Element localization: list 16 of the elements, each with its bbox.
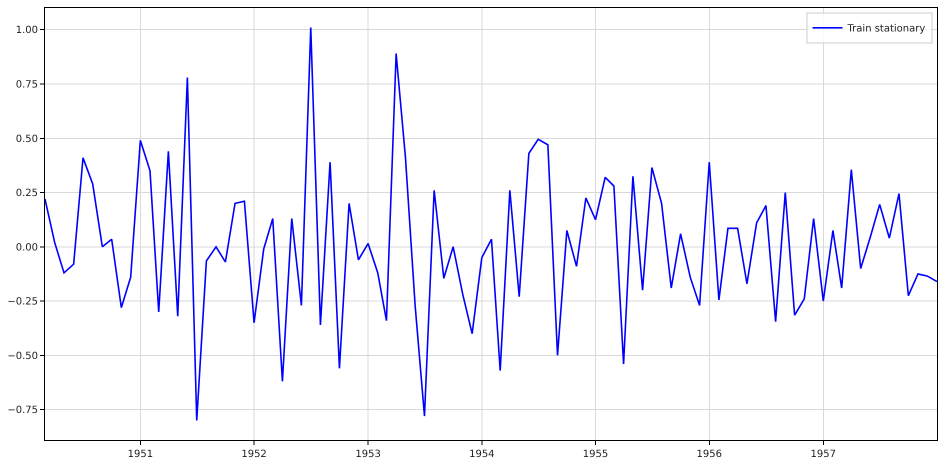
y-tick-label: 0.00 [16,242,38,254]
y-tick-label: 0.25 [16,188,38,200]
y-tick-label: −0.75 [7,405,38,416]
y-tick-label: 1.00 [16,25,38,36]
y-tick-label: 0.75 [16,79,38,90]
y-tick-label: −0.50 [7,350,38,362]
y-tick-label: −0.25 [7,296,38,308]
x-tick-label: 1955 [582,449,608,460]
x-tick-label: 1953 [355,449,381,460]
y-tick-label: 0.50 [16,134,38,145]
x-tick-label: 1952 [241,449,267,460]
x-tick-label: 1951 [128,449,154,460]
x-tick-label: 1954 [469,449,495,460]
x-tick-label: 1956 [696,449,722,460]
legend-label: Train stationary [846,24,926,35]
x-tick-label: 1957 [810,449,836,460]
